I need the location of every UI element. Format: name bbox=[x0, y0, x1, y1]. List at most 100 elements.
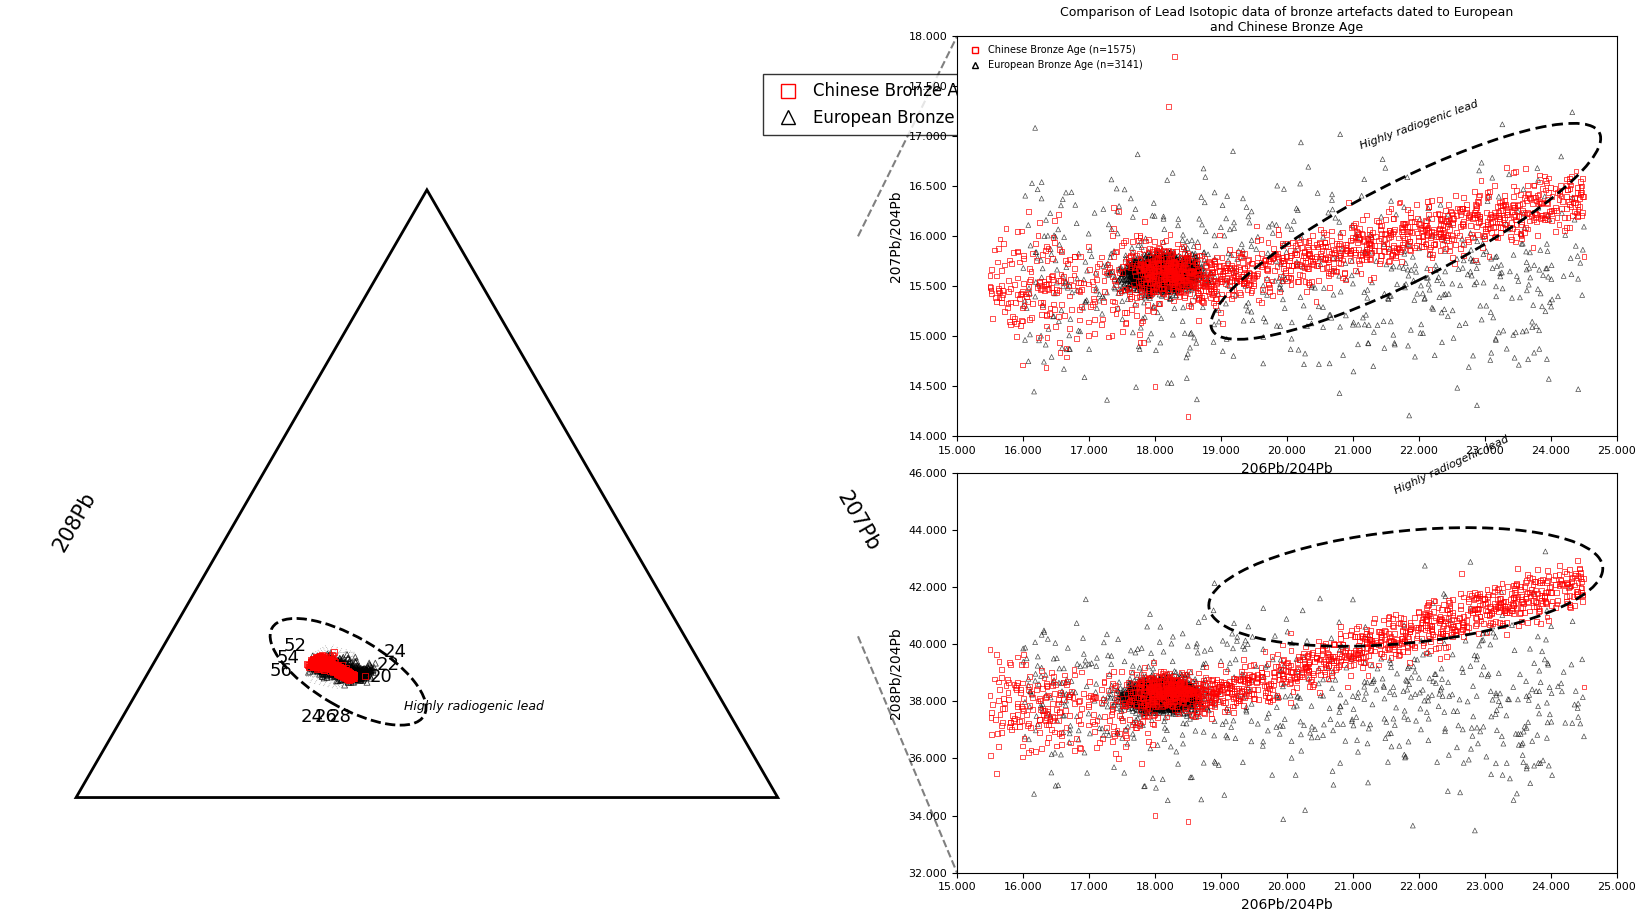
Point bbox=[1338, 246, 1365, 261]
Point bbox=[1132, 258, 1158, 273]
Point bbox=[1318, 654, 1345, 668]
Point bbox=[322, 663, 348, 677]
Point bbox=[1124, 248, 1150, 263]
Point bbox=[1157, 697, 1183, 712]
Point bbox=[1117, 693, 1143, 707]
Point bbox=[1137, 688, 1163, 703]
Point bbox=[338, 665, 365, 680]
Point bbox=[317, 658, 343, 673]
Point bbox=[1142, 267, 1168, 282]
Point bbox=[330, 667, 356, 682]
Point bbox=[1145, 269, 1172, 284]
Point bbox=[1160, 268, 1186, 283]
Point bbox=[1143, 680, 1170, 694]
Text: 20: 20 bbox=[370, 667, 393, 685]
Point bbox=[1076, 226, 1102, 241]
Point bbox=[315, 658, 342, 673]
Point bbox=[317, 658, 343, 673]
Point bbox=[1186, 709, 1213, 724]
Point bbox=[1120, 691, 1147, 705]
Point bbox=[1137, 253, 1163, 267]
Point bbox=[1160, 252, 1186, 266]
Point bbox=[1477, 601, 1503, 615]
Point bbox=[1508, 236, 1535, 251]
Point bbox=[315, 658, 342, 673]
Point bbox=[297, 657, 323, 672]
Point bbox=[1434, 234, 1460, 248]
Point bbox=[1142, 257, 1168, 272]
Point bbox=[1178, 684, 1204, 698]
Point bbox=[1378, 248, 1404, 263]
Point bbox=[317, 658, 343, 673]
Point bbox=[1157, 270, 1183, 285]
Point bbox=[1076, 690, 1102, 704]
Point bbox=[1170, 255, 1196, 270]
Point bbox=[330, 663, 356, 677]
Point bbox=[1185, 263, 1211, 277]
Point bbox=[325, 662, 351, 676]
Point bbox=[1172, 265, 1198, 280]
Point bbox=[1305, 663, 1332, 677]
Point bbox=[315, 659, 342, 674]
Point bbox=[1147, 687, 1173, 702]
Point bbox=[1125, 278, 1152, 293]
Point bbox=[327, 662, 353, 676]
Point bbox=[1416, 608, 1442, 623]
Point bbox=[335, 668, 361, 683]
Point bbox=[1148, 696, 1175, 711]
Point bbox=[322, 662, 348, 676]
Point bbox=[318, 660, 345, 674]
Point bbox=[1142, 272, 1168, 286]
Point bbox=[1044, 778, 1071, 793]
Point bbox=[1143, 265, 1170, 280]
Point bbox=[304, 654, 330, 668]
Point bbox=[315, 657, 342, 672]
Point bbox=[1411, 635, 1437, 650]
Point bbox=[1185, 239, 1211, 254]
Point bbox=[1416, 276, 1442, 291]
Point bbox=[1449, 217, 1475, 232]
Point bbox=[333, 667, 360, 682]
Point bbox=[358, 671, 384, 685]
Point bbox=[1148, 683, 1175, 697]
Point bbox=[335, 666, 361, 681]
Point bbox=[1409, 239, 1436, 254]
Point bbox=[1130, 688, 1157, 703]
Point bbox=[1155, 265, 1181, 279]
Point bbox=[1152, 676, 1178, 691]
Point bbox=[333, 666, 360, 681]
Point bbox=[1127, 680, 1153, 694]
Point bbox=[1566, 562, 1592, 576]
Point bbox=[317, 658, 343, 673]
Point bbox=[1163, 261, 1190, 275]
Point bbox=[315, 659, 342, 674]
Point bbox=[1119, 694, 1145, 708]
Point bbox=[1332, 643, 1358, 657]
Point bbox=[1153, 684, 1180, 698]
Point bbox=[1525, 586, 1551, 601]
Point bbox=[327, 664, 353, 678]
Point bbox=[335, 664, 361, 678]
Point bbox=[997, 715, 1023, 730]
Point bbox=[1153, 257, 1180, 272]
Point bbox=[1138, 684, 1165, 698]
Point bbox=[317, 660, 343, 674]
Point bbox=[1157, 689, 1183, 704]
Point bbox=[1145, 686, 1172, 701]
Point bbox=[318, 658, 345, 673]
Point bbox=[332, 664, 358, 678]
Point bbox=[1054, 342, 1081, 356]
Point bbox=[314, 658, 340, 673]
Point bbox=[1152, 274, 1178, 288]
Point bbox=[317, 659, 343, 674]
Point bbox=[318, 660, 345, 674]
Point bbox=[315, 658, 342, 673]
Point bbox=[314, 658, 340, 673]
Point bbox=[314, 659, 340, 674]
Point bbox=[1165, 268, 1191, 283]
Point bbox=[312, 656, 338, 671]
Point bbox=[1138, 269, 1165, 284]
Point bbox=[1048, 303, 1074, 317]
Point bbox=[1143, 251, 1170, 265]
Point bbox=[315, 658, 342, 673]
